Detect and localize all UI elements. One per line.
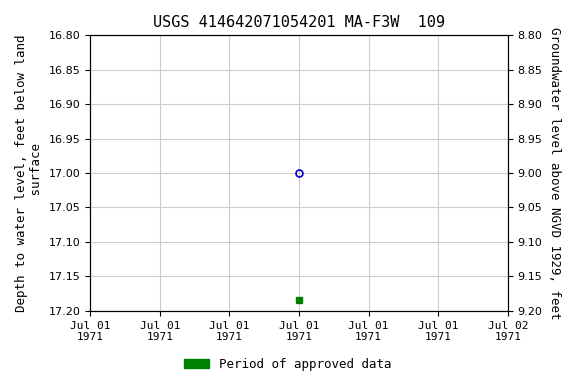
Legend: Period of approved data: Period of approved data xyxy=(179,353,397,376)
Y-axis label: Depth to water level, feet below land
 surface: Depth to water level, feet below land su… xyxy=(15,34,43,312)
Title: USGS 414642071054201 MA-F3W  109: USGS 414642071054201 MA-F3W 109 xyxy=(153,15,445,30)
Y-axis label: Groundwater level above NGVD 1929, feet: Groundwater level above NGVD 1929, feet xyxy=(548,27,561,319)
